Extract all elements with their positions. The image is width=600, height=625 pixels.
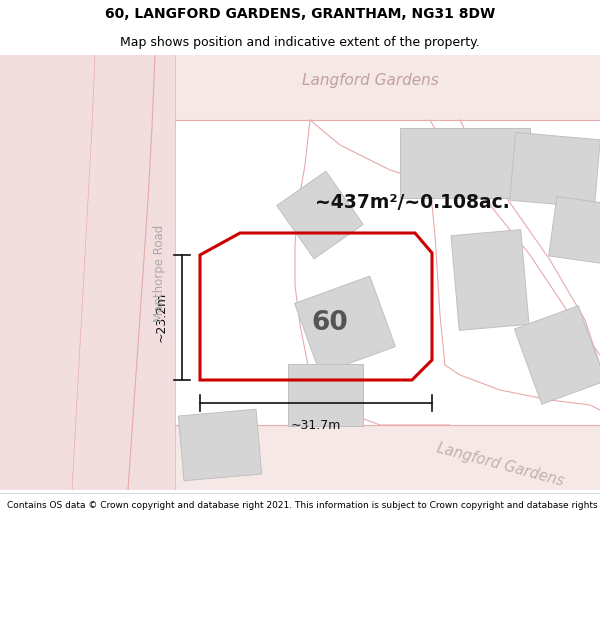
Polygon shape — [509, 132, 600, 208]
Text: Langford Gardens: Langford Gardens — [435, 441, 565, 489]
Text: 60, LANGFORD GARDENS, GRANTHAM, NG31 8DW: 60, LANGFORD GARDENS, GRANTHAM, NG31 8DW — [105, 7, 495, 21]
Text: ~31.7m: ~31.7m — [291, 419, 341, 432]
Text: ~437m²/~0.108ac.: ~437m²/~0.108ac. — [315, 194, 510, 213]
Polygon shape — [287, 364, 362, 426]
Text: Map shows position and indicative extent of the property.: Map shows position and indicative extent… — [120, 36, 480, 49]
Polygon shape — [277, 171, 363, 259]
Polygon shape — [451, 229, 529, 331]
Polygon shape — [175, 55, 600, 120]
Polygon shape — [178, 409, 262, 481]
Polygon shape — [0, 55, 175, 490]
Polygon shape — [548, 196, 600, 264]
Polygon shape — [400, 128, 530, 198]
Text: 60: 60 — [311, 310, 349, 336]
Polygon shape — [514, 306, 600, 404]
Text: ~23.2m: ~23.2m — [155, 292, 168, 342]
Text: Langford Gardens: Langford Gardens — [302, 72, 439, 88]
Text: Contains OS data © Crown copyright and database right 2021. This information is : Contains OS data © Crown copyright and d… — [7, 501, 600, 510]
Text: Manthorpe Road: Manthorpe Road — [154, 224, 167, 322]
Polygon shape — [175, 425, 600, 490]
Polygon shape — [295, 276, 395, 374]
